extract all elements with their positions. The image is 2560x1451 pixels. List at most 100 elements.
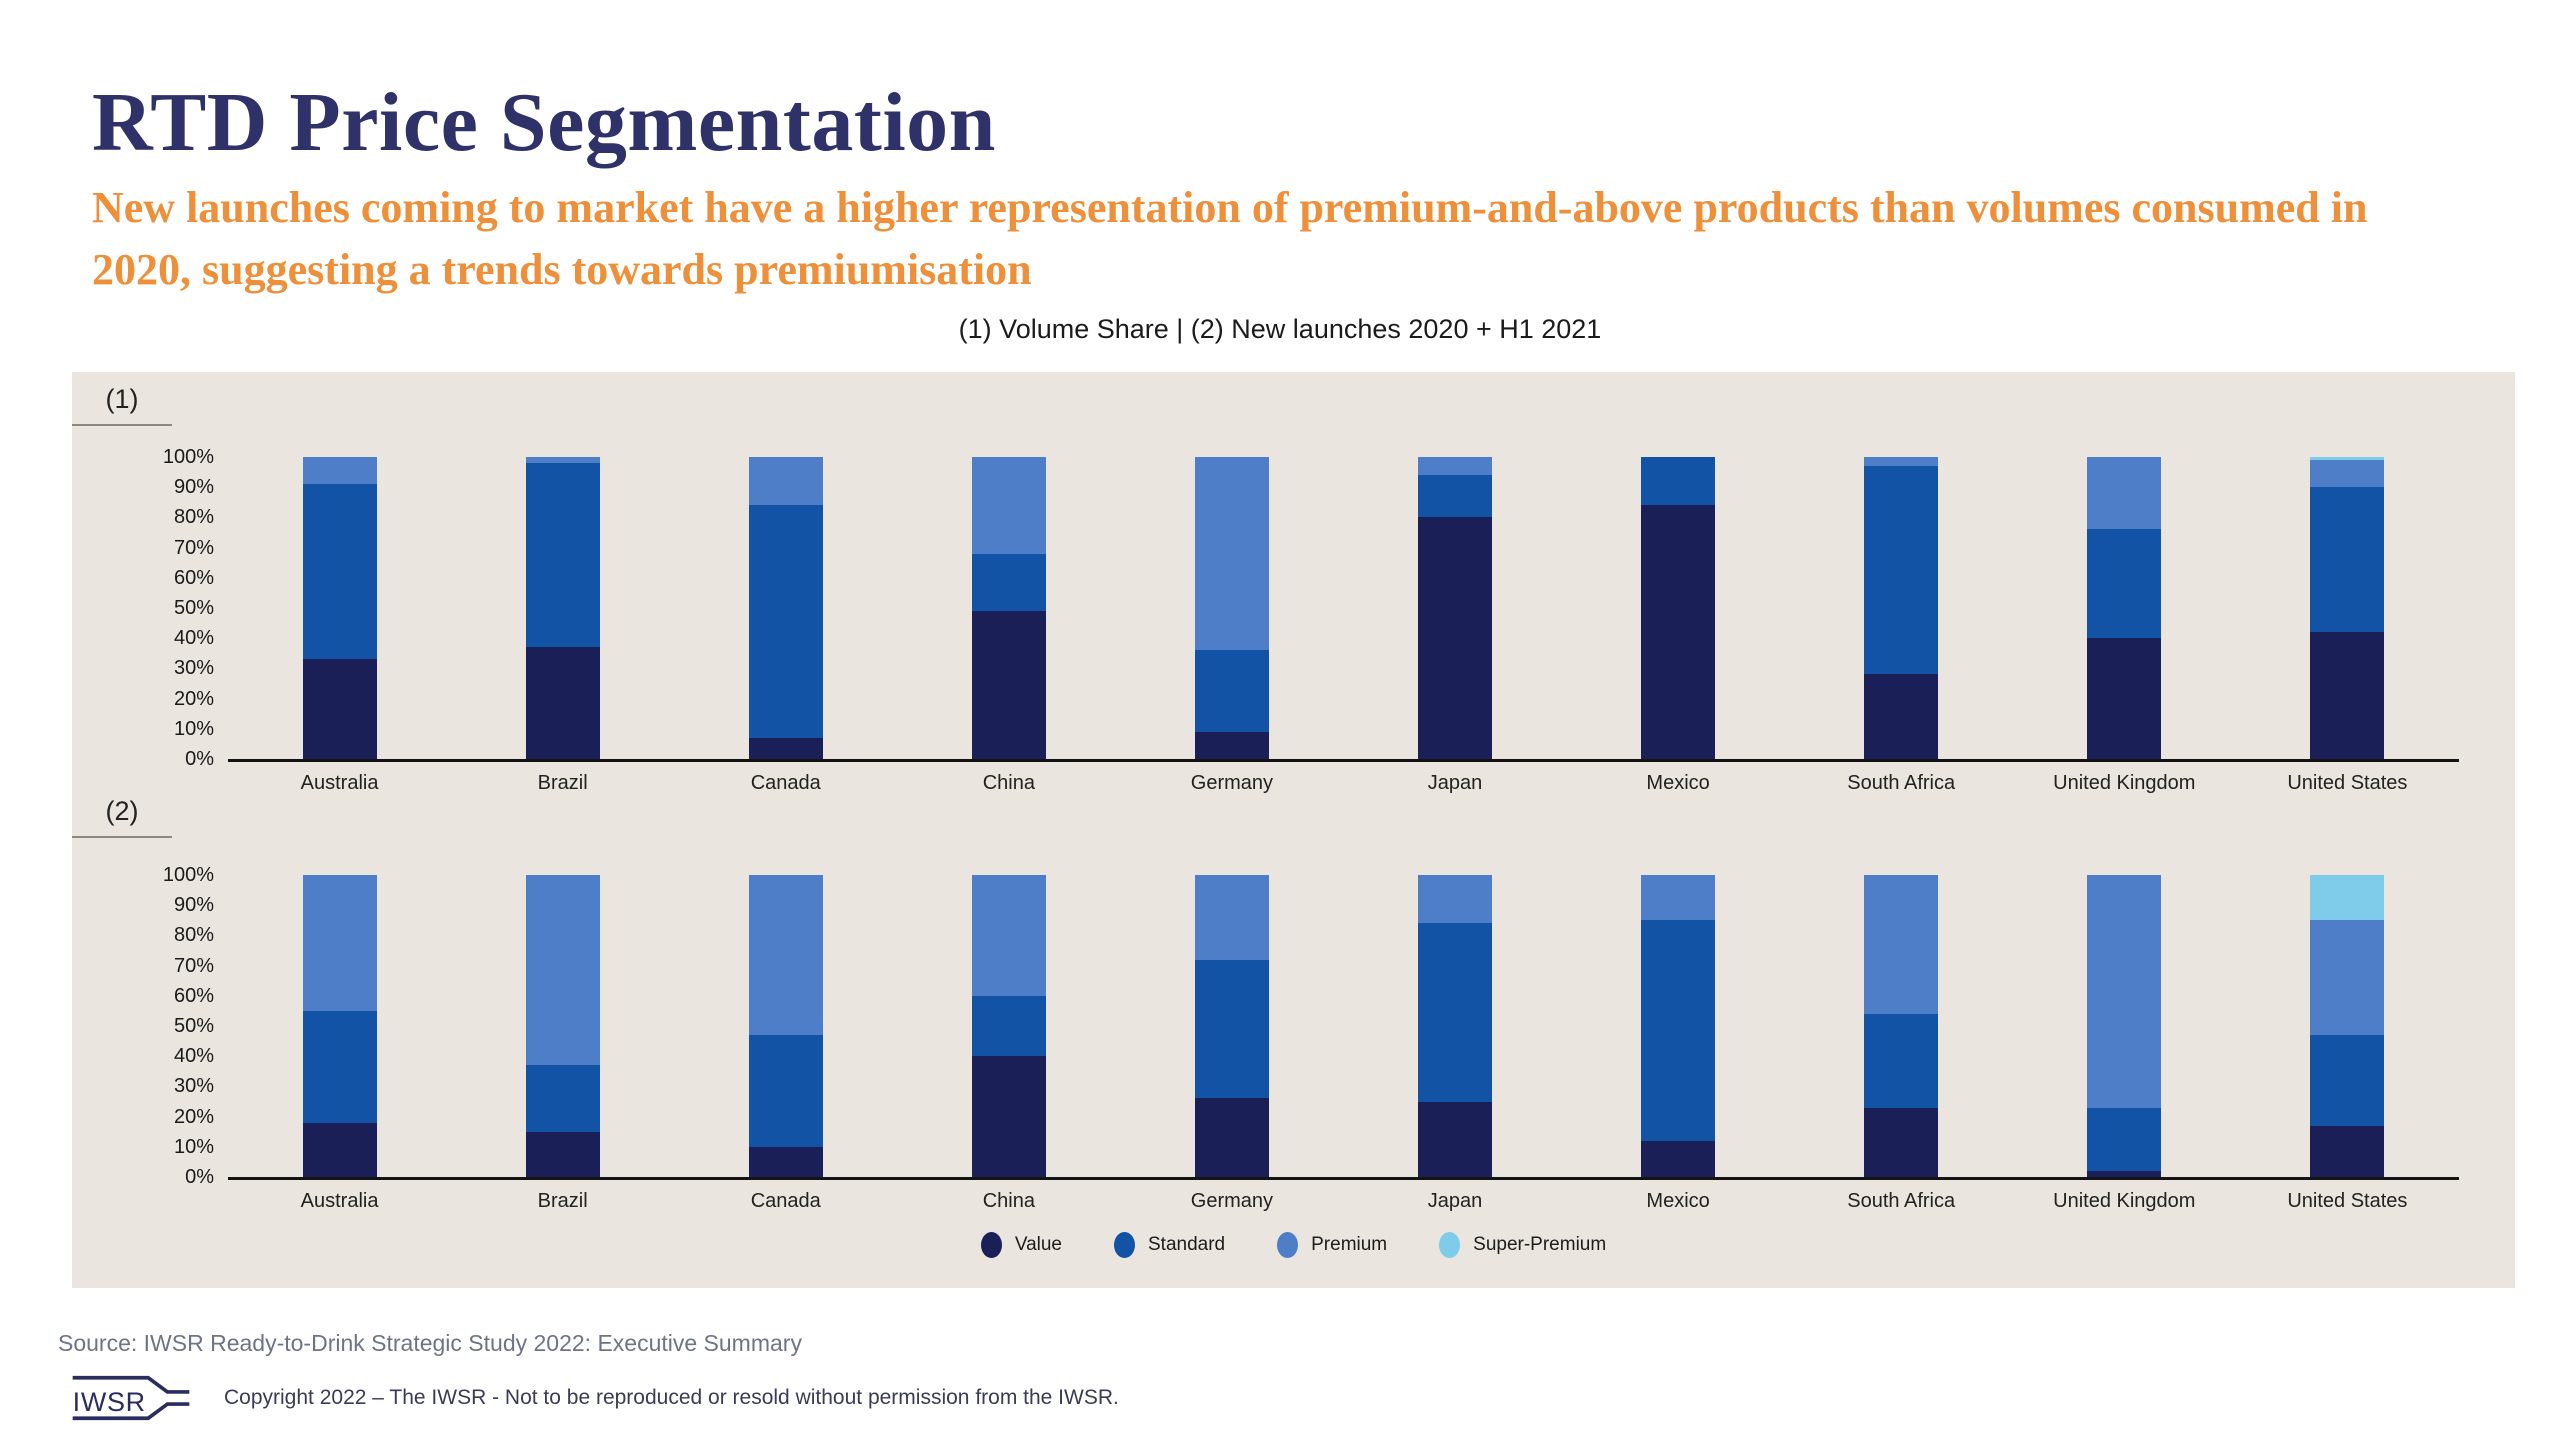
stacked-bar-mexico: [1641, 457, 1716, 759]
segment-premium: [302, 875, 377, 1011]
y-tick-label: 70%: [173, 536, 214, 559]
segment-premium: [1641, 875, 1716, 921]
segment-value: [2087, 1170, 2162, 1177]
segment-premium: [748, 457, 823, 506]
category-label: Australia: [300, 772, 379, 794]
segment-premium: [302, 457, 377, 485]
y-tick-label: 10%: [173, 717, 214, 740]
category-label: Mexico: [1646, 1190, 1710, 1212]
segment-premium: [525, 457, 600, 464]
stacked-bar-china: [971, 457, 1046, 759]
bar-slot: [1343, 457, 1566, 759]
category-label: Canada: [750, 1190, 821, 1212]
stacked-bar-united-states: [2310, 457, 2385, 759]
chart-1-bars: [228, 457, 2459, 759]
bar-slot: [1343, 875, 1566, 1177]
segment-standard: [1641, 920, 1716, 1141]
segment-super_premium: [2310, 457, 2385, 461]
y-tick-label: 40%: [173, 627, 214, 650]
iwsr-logo: IWSR: [72, 1375, 190, 1421]
segment-super_premium: [2310, 875, 2385, 921]
legend-label: Super-Premium: [1473, 1234, 1607, 1255]
segment-premium: [1864, 875, 1939, 1014]
category-label: United States: [2287, 772, 2408, 794]
y-tick-label: 100%: [162, 864, 214, 886]
y-tick-label: 30%: [173, 1075, 214, 1098]
category-label: South Africa: [1847, 772, 1956, 794]
bar-slot: [674, 457, 897, 759]
y-tick-label: 30%: [173, 657, 214, 680]
y-tick-label: 90%: [173, 894, 214, 917]
segment-value: [302, 659, 377, 759]
segment-premium: [2310, 460, 2385, 488]
segment-value: [2310, 1125, 2385, 1177]
segment-premium: [2310, 920, 2385, 1036]
y-tick-label: 60%: [173, 984, 214, 1007]
segment-standard: [971, 553, 1046, 612]
segment-premium: [1418, 457, 1493, 476]
segment-premium: [971, 875, 1046, 996]
category-label: Japan: [1427, 1190, 1483, 1212]
legend-label: Premium: [1311, 1234, 1388, 1255]
segment-standard: [971, 995, 1046, 1057]
segment-standard: [2310, 1035, 2385, 1126]
category-label: Canada: [750, 772, 821, 794]
category-label: China: [982, 772, 1035, 794]
legend-swatch-value: [980, 1232, 1002, 1258]
category-label: United Kingdom: [2053, 772, 2196, 794]
y-tick-label: 50%: [173, 1015, 214, 1037]
category-label: Germany: [1190, 1190, 1274, 1212]
segment-standard: [525, 1065, 600, 1132]
legend: Value Standard Premium Super-Premium: [72, 1232, 2515, 1258]
segment-value: [1418, 1101, 1493, 1177]
chart-header: (1) Volume Share | (2) New launches 2020…: [958, 314, 1602, 344]
stacked-bar-brazil: [525, 457, 600, 759]
y-tick-label: 60%: [173, 566, 214, 589]
legend-item-value: Value: [980, 1232, 1062, 1258]
segment-standard: [748, 505, 823, 738]
segment-standard: [2310, 487, 2385, 633]
chart-2-plot-area: 100% 90% 80% 70% 60% 50% 40% 30% 20% 10% 0%: [163, 864, 2459, 1188]
segment-standard: [525, 463, 600, 648]
segment-value: [1194, 1098, 1269, 1177]
stacked-bar-australia: [302, 875, 377, 1177]
category-label: Germany: [1190, 772, 1274, 794]
chart-1-index-label: (1): [72, 384, 172, 426]
segment-value: [2087, 638, 2162, 759]
stacked-bar-united-kingdom: [2087, 457, 2162, 759]
segment-standard: [1641, 457, 1716, 506]
y-tick-label: 0%: [185, 748, 214, 770]
segment-value: [525, 647, 600, 759]
segment-premium: [971, 457, 1046, 554]
page-title: RTD Price Segmentation: [92, 76, 996, 170]
segment-standard: [1194, 650, 1269, 732]
segment-value: [1641, 505, 1716, 759]
stacked-bar-germany: [1194, 457, 1269, 759]
y-tick-label: 80%: [173, 924, 214, 947]
stacked-bar-united-states: [2310, 875, 2385, 1177]
y-tick-label: 50%: [173, 597, 214, 619]
bar-slot: [2013, 457, 2236, 759]
bar-slot: [2236, 457, 2459, 759]
segment-premium: [2087, 457, 2162, 530]
segment-standard: [748, 1035, 823, 1147]
segment-standard: [1194, 959, 1269, 1099]
segment-standard: [2087, 1107, 2162, 1171]
segment-value: [748, 1146, 823, 1177]
stacked-bar-south-africa: [1864, 457, 1939, 759]
stacked-bar-mexico: [1641, 875, 1716, 1177]
stacked-bar-brazil: [525, 875, 600, 1177]
segment-standard: [1418, 923, 1493, 1102]
y-tick-label: 20%: [173, 687, 214, 710]
segment-value: [1194, 731, 1269, 759]
segment-premium: [525, 875, 600, 1066]
category-label: South Africa: [1847, 1190, 1956, 1212]
stacked-bar-united-kingdom: [2087, 875, 2162, 1177]
y-tick-label: 80%: [173, 506, 214, 529]
y-tick-label: 90%: [173, 476, 214, 499]
bar-slot: [451, 457, 674, 759]
segment-value: [971, 1056, 1046, 1177]
segment-standard: [2087, 529, 2162, 639]
segment-value: [1864, 1107, 1939, 1177]
chart-new-launches: (2) 100% 90% 80% 70% 60% 50% 40% 30% 20% 10% 0% Au…: [72, 372, 2515, 1288]
